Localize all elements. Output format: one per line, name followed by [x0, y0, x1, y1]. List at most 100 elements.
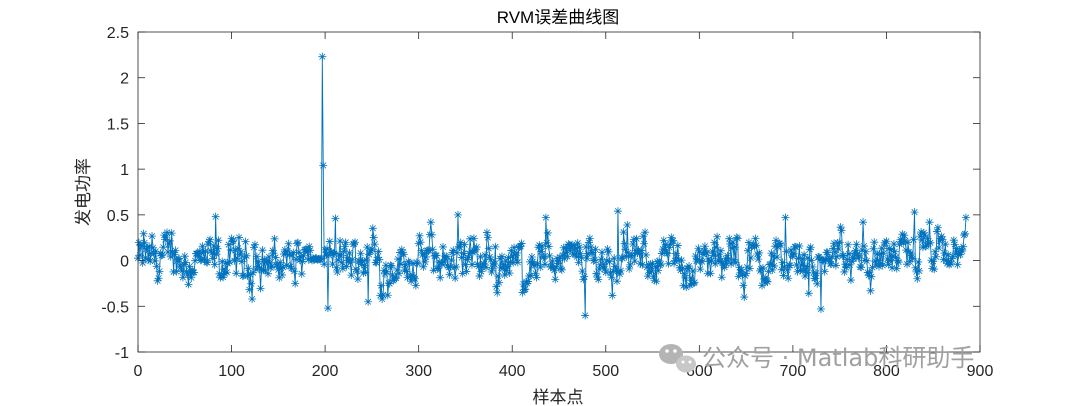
- data-point-marker: [959, 242, 968, 251]
- data-point-marker: [869, 244, 878, 253]
- data-point-marker: [667, 233, 676, 242]
- data-point-marker: [447, 256, 456, 265]
- data-point-marker: [600, 264, 609, 273]
- data-point-marker: [497, 252, 506, 261]
- data-point-marker: [555, 256, 563, 265]
- data-point-marker: [572, 252, 581, 261]
- data-point-marker: [496, 263, 505, 272]
- data-point-marker: [637, 246, 646, 255]
- data-point-marker: [280, 245, 289, 254]
- data-point-marker: [549, 264, 558, 273]
- data-point-marker: [397, 245, 406, 254]
- axes-box: [137, 31, 981, 353]
- data-point-marker: [724, 256, 733, 265]
- data-point-marker: [261, 266, 270, 275]
- data-point-marker: [763, 277, 772, 286]
- data-point-marker: [575, 243, 584, 252]
- data-point-marker: [828, 252, 837, 261]
- data-point-marker: [392, 274, 401, 283]
- watermark: 公众号 · Matlab科研助手: [659, 344, 974, 373]
- data-point-marker: [776, 240, 785, 249]
- data-point-marker: [652, 277, 661, 286]
- data-point-marker: [671, 249, 680, 258]
- data-point-marker: [483, 233, 492, 242]
- data-point-marker: [694, 244, 703, 253]
- data-point-marker: [686, 273, 695, 282]
- data-point-marker: [903, 238, 912, 247]
- data-point-marker: [236, 247, 245, 256]
- data-point-marker: [891, 253, 900, 262]
- data-point-marker: [381, 261, 390, 270]
- data-point-marker: [154, 274, 163, 283]
- data-point-marker: [737, 265, 746, 274]
- data-point-marker: [293, 238, 302, 247]
- data-point-marker: [649, 272, 658, 281]
- data-point-marker: [365, 250, 374, 259]
- data-point-marker: [636, 259, 645, 268]
- data-point-marker: [490, 260, 499, 269]
- data-point-marker: [332, 263, 341, 272]
- data-point-marker: [840, 267, 849, 276]
- data-point-marker: [571, 243, 580, 252]
- data-point-marker: [803, 253, 812, 262]
- data-point-marker: [681, 273, 690, 282]
- data-point-marker: [210, 260, 219, 269]
- data-point-marker: [445, 270, 454, 279]
- data-point-marker: [358, 256, 367, 265]
- data-point-marker: [318, 52, 327, 61]
- data-point-marker: [461, 260, 470, 269]
- data-point-marker: [753, 249, 762, 258]
- data-point-marker: [673, 241, 682, 250]
- data-point-marker: [399, 250, 408, 259]
- data-point-marker: [164, 240, 173, 249]
- data-point-marker: [934, 243, 943, 252]
- data-point-marker: [415, 231, 424, 240]
- data-point-marker: [799, 266, 808, 275]
- data-point-marker: [887, 245, 896, 254]
- x-axis-label: 样本点: [533, 388, 584, 406]
- x-tick-label: 200: [312, 363, 339, 380]
- data-point-marker: [333, 268, 342, 277]
- data-point-marker: [156, 249, 165, 258]
- data-point-marker: [746, 253, 755, 262]
- data-point-marker: [679, 281, 688, 290]
- data-point-marker: [688, 267, 697, 276]
- data-point-marker: [727, 259, 736, 268]
- data-point-marker: [871, 257, 880, 266]
- data-point-marker: [588, 248, 597, 257]
- data-point-marker: [678, 264, 687, 273]
- data-point-marker: [613, 207, 622, 216]
- data-point-marker: [734, 272, 743, 281]
- data-point-marker: [540, 260, 549, 269]
- data-point-marker: [376, 291, 385, 300]
- data-point-marker: [598, 248, 607, 257]
- data-point-marker: [916, 232, 925, 241]
- wechat-icon: [659, 344, 696, 373]
- data-point-marker: [767, 249, 776, 258]
- data-point-marker: [443, 261, 452, 270]
- data-point-marker: [275, 273, 284, 282]
- data-point-marker: [241, 237, 250, 246]
- data-point-marker: [926, 238, 935, 247]
- data-point-marker: [449, 246, 458, 255]
- data-point-marker: [956, 250, 965, 259]
- data-point-marker: [208, 254, 217, 263]
- data-point-marker: [716, 246, 725, 255]
- data-point-marker: [931, 247, 940, 256]
- data-point-marker: [390, 275, 399, 284]
- data-point-marker: [375, 255, 384, 264]
- data-point-marker: [938, 235, 947, 244]
- data-point-marker: [613, 277, 622, 286]
- data-point-marker: [607, 273, 616, 282]
- data-point-marker: [225, 258, 234, 267]
- data-point-marker: [859, 242, 868, 251]
- data-point-marker: [941, 240, 950, 249]
- data-point-marker: [455, 243, 464, 252]
- data-point-marker: [211, 212, 220, 221]
- data-point-marker: [646, 260, 655, 269]
- data-point-marker: [254, 257, 263, 266]
- data-point-marker: [849, 254, 858, 263]
- data-point-marker: [855, 251, 864, 260]
- data-point-marker: [279, 263, 288, 272]
- data-point-marker: [516, 242, 525, 251]
